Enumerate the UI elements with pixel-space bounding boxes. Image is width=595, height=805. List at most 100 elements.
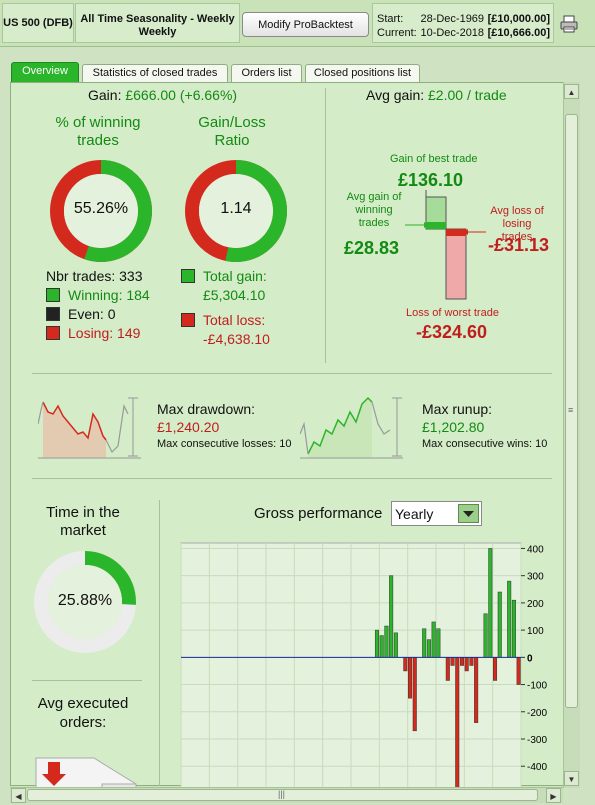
tab-orders-list[interactable]: Orders list (231, 64, 302, 82)
performance-bar (445, 657, 450, 681)
y-tick-label: -200 (527, 708, 547, 719)
performance-bar (455, 657, 460, 788)
performance-bar (389, 575, 394, 658)
scroll-down-icon[interactable]: ▼ (564, 771, 579, 786)
performance-bar (469, 657, 474, 666)
instrument-name: US 500 (DFB) (2, 3, 74, 43)
avg-win-label: Avg gain of winning trades (346, 191, 402, 229)
time-in-market-title: Time in the market (46, 504, 120, 539)
max-consecutive-wins: Max consecutive wins: 10 (422, 438, 548, 450)
executed-orders-icon (35, 757, 137, 788)
gross-performance-label: Gross performance (254, 505, 383, 522)
performance-bar (497, 591, 502, 658)
performance-bar (374, 629, 379, 658)
max-runup-value: £1,202.80 (422, 419, 485, 435)
winning-count: Winning: 184 (68, 287, 150, 303)
performance-bar (422, 628, 427, 658)
start-value: [£10,000.00] (487, 13, 550, 25)
avg-win-value: £28.83 (344, 238, 400, 258)
gain-loss-ratio-value: 1.14 (220, 200, 252, 217)
performance-bar (431, 621, 436, 658)
y-tick-label: 100 (527, 626, 544, 637)
total-loss-label: Total loss: (203, 312, 266, 328)
gain-summary: Gain: £666.00 (+6.66%) (88, 87, 237, 103)
winning-pct-title: % of winning trades (55, 114, 141, 149)
scroll-left-icon[interactable]: ◀ (11, 788, 26, 803)
avg-gain-summary: Avg gain: £2.00 / trade (366, 87, 507, 103)
max-drawdown-value: £1,240.20 (157, 419, 220, 435)
time-in-market-value: 25.88% (57, 592, 113, 609)
period-select-value: Yearly (395, 506, 434, 522)
nbr-trades: Nbr trades: 333 (46, 268, 143, 284)
winning-legend-icon (46, 288, 60, 302)
current-date: 10-Dec-2018 (420, 27, 485, 39)
performance-bar (474, 657, 479, 723)
performance-bar (384, 625, 389, 658)
tab-statistics-closed-trades[interactable]: Statistics of closed trades (82, 64, 228, 82)
losing-count: Losing: 149 (68, 325, 141, 341)
runup-chart (300, 396, 403, 459)
backtest-title: All Time Seasonality - Weekly Weekly (75, 3, 240, 43)
performance-bar (507, 580, 512, 658)
y-tick-label: 0 (527, 653, 533, 664)
section-divider (325, 88, 326, 363)
date-range: Start: 28-Dec-1969 [£10,000.00] Current: 10… (372, 3, 554, 43)
drawdown-chart (38, 397, 141, 459)
chevron-down-icon[interactable] (458, 504, 479, 523)
performance-bar (393, 632, 398, 658)
vertical-scroll-thumb[interactable] (565, 114, 578, 708)
scroll-grip-icon: ≡ (568, 405, 574, 415)
period-select[interactable]: Yearly (391, 501, 482, 526)
avg-gain-value: £2.00 / trade (428, 87, 507, 103)
section-divider (32, 680, 142, 681)
section-divider (32, 478, 552, 479)
performance-bar (379, 635, 384, 658)
section-divider (159, 500, 160, 786)
max-drawdown-label: Max drawdown: (157, 401, 256, 417)
scroll-up-icon[interactable]: ▲ (564, 84, 579, 99)
current-value: [£10,666.00] (487, 27, 550, 39)
performance-bar (426, 639, 431, 658)
performance-bar (412, 657, 417, 732)
tab-overview[interactable]: Overview (11, 62, 79, 82)
start-label: Start: (377, 13, 404, 25)
gain-value: £666.00 (+6.66%) (125, 87, 238, 103)
gain-loss-ratio-title: Gain/Loss Ratio (198, 114, 266, 149)
header-bar: US 500 (DFB) All Time Seasonality - Week… (0, 0, 595, 47)
performance-bar (516, 657, 521, 685)
total-loss-value: -£4,638.10 (203, 331, 270, 347)
start-date: 28-Dec-1969 (420, 13, 485, 25)
scroll-grip-icon: ||| (278, 789, 286, 799)
performance-bar (511, 599, 516, 658)
printer-icon[interactable] (559, 14, 579, 34)
gross-performance-chart: 400 300 200 100 0 -100 -200 -300 -400 (180, 542, 547, 788)
current-label: Current: (377, 27, 417, 39)
avg-loss-value: -£31.13 (488, 235, 550, 255)
performance-bar (488, 548, 493, 658)
even-legend-icon (46, 307, 60, 321)
tab-closed-positions-list[interactable]: Closed positions list (305, 64, 420, 82)
performance-bar (459, 657, 464, 666)
worst-trade-value: -£324.60 (416, 322, 488, 342)
winning-pct-value: 55.26% (73, 200, 129, 217)
total-gain-legend-icon (181, 269, 195, 283)
y-tick-label: 400 (527, 544, 544, 555)
y-tick-label: -300 (527, 735, 547, 746)
y-tick-label: 300 (527, 572, 544, 583)
winning-pct-donut (50, 160, 152, 262)
scroll-right-icon[interactable]: ▶ (546, 788, 561, 803)
avg-orders-title: Avg executed orders: (37, 695, 129, 731)
time-in-market-donut (34, 551, 136, 653)
section-divider (32, 373, 552, 374)
horizontal-scroll-thumb[interactable] (27, 789, 538, 801)
y-tick-label: -100 (527, 681, 547, 692)
max-consecutive-losses: Max consecutive losses: 10 (157, 438, 292, 450)
max-runup-label: Max runup: (422, 401, 493, 417)
avg-gain-label: Avg gain: (366, 87, 425, 103)
gain-label: Gain: (88, 87, 122, 103)
best-trade-value: £136.10 (398, 170, 464, 190)
best-trade-label: Gain of best trade (390, 153, 478, 165)
modify-probacktest-button[interactable]: Modify ProBacktest (242, 12, 369, 37)
even-count: Even: 0 (68, 306, 116, 322)
losing-legend-icon (46, 326, 60, 340)
